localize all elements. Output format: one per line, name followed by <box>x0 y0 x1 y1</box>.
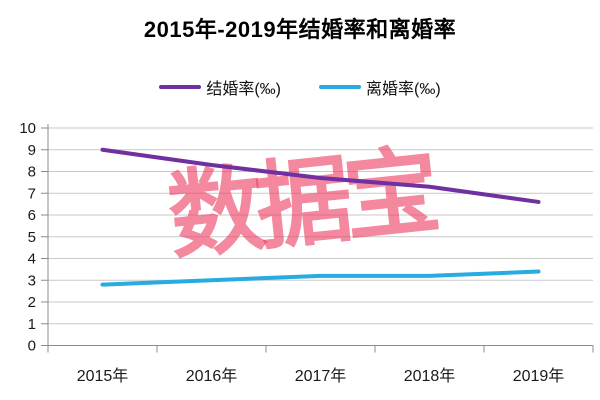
series-line-1 <box>100 269 541 287</box>
y-tick-label: 6 <box>28 207 36 224</box>
y-tick-label: 10 <box>19 120 36 137</box>
y-tick-label: 8 <box>28 164 36 181</box>
y-tick-label: 0 <box>28 338 36 355</box>
y-axis-labels: 0 1 2 3 4 5 6 7 8 9 10 <box>19 120 36 355</box>
legend-label-marriage: 结婚率(‰) <box>206 81 281 98</box>
gridlines <box>48 127 593 346</box>
legend-label-divorce: 离婚率(‰) <box>366 81 441 98</box>
watermark-text: 数据宝 <box>163 137 441 271</box>
y-tick-label: 7 <box>28 185 36 202</box>
axes <box>41 124 594 353</box>
chart-title: 2015年-2019年结婚率和离婚率 <box>143 17 457 42</box>
series-lines <box>100 147 541 287</box>
x-tick-label: 2016年 <box>186 367 238 385</box>
x-axis-labels: 2015年 2016年 2017年 2018年 2019年 <box>77 367 565 385</box>
x-tick-label: 2019年 <box>513 367 565 385</box>
series-line-0 <box>100 147 541 204</box>
y-tick-label: 1 <box>28 316 36 333</box>
y-tick-label: 4 <box>28 251 36 268</box>
y-tick-label: 3 <box>28 272 36 289</box>
legend-item-divorce: 离婚率(‰) <box>319 75 441 99</box>
x-tick-label: 2018年 <box>404 367 456 385</box>
x-tick-label: 2015年 <box>77 367 129 385</box>
legend-item-marriage: 结婚率(‰) <box>159 75 281 99</box>
divorce-line-swatch <box>319 85 361 89</box>
marriage-line-swatch <box>159 85 202 89</box>
x-tick-label: 2017年 <box>295 367 347 385</box>
y-tick-label: 5 <box>28 229 36 246</box>
y-tick-label: 9 <box>28 142 36 159</box>
y-tick-label: 2 <box>28 294 36 311</box>
legend: 结婚率(‰) 离婚率(‰) <box>0 75 600 99</box>
